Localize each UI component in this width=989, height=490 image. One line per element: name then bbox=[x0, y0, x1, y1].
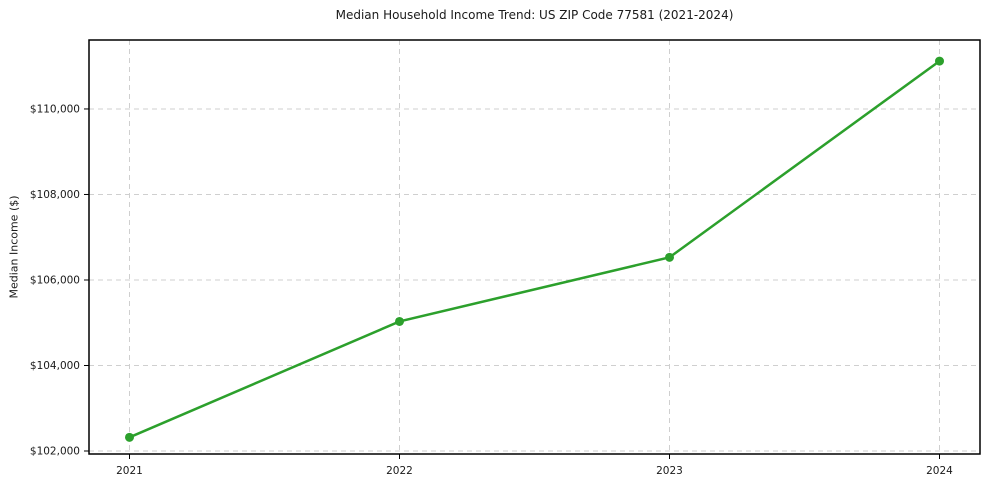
x-tick-label: 2022 bbox=[386, 465, 413, 477]
data-point-marker bbox=[395, 316, 404, 326]
chart-title: Median Household Income Trend: US ZIP Co… bbox=[335, 8, 734, 22]
data-point-marker bbox=[665, 252, 674, 262]
x-tick-label: 2021 bbox=[116, 465, 143, 477]
axes-border bbox=[88, 39, 981, 455]
y-tick-label: $106,000 bbox=[30, 274, 80, 286]
data-point-marker bbox=[935, 56, 944, 66]
y-tick-label: $102,000 bbox=[30, 446, 80, 458]
data-point-marker bbox=[125, 432, 134, 442]
y-tick-label: $108,000 bbox=[30, 189, 80, 201]
y-tick-label: $104,000 bbox=[30, 360, 80, 372]
x-tick-label: 2023 bbox=[656, 465, 683, 477]
trend-line bbox=[128, 59, 941, 439]
x-tick-label: 2024 bbox=[926, 465, 953, 477]
y-tick-label: $110,000 bbox=[30, 103, 80, 115]
